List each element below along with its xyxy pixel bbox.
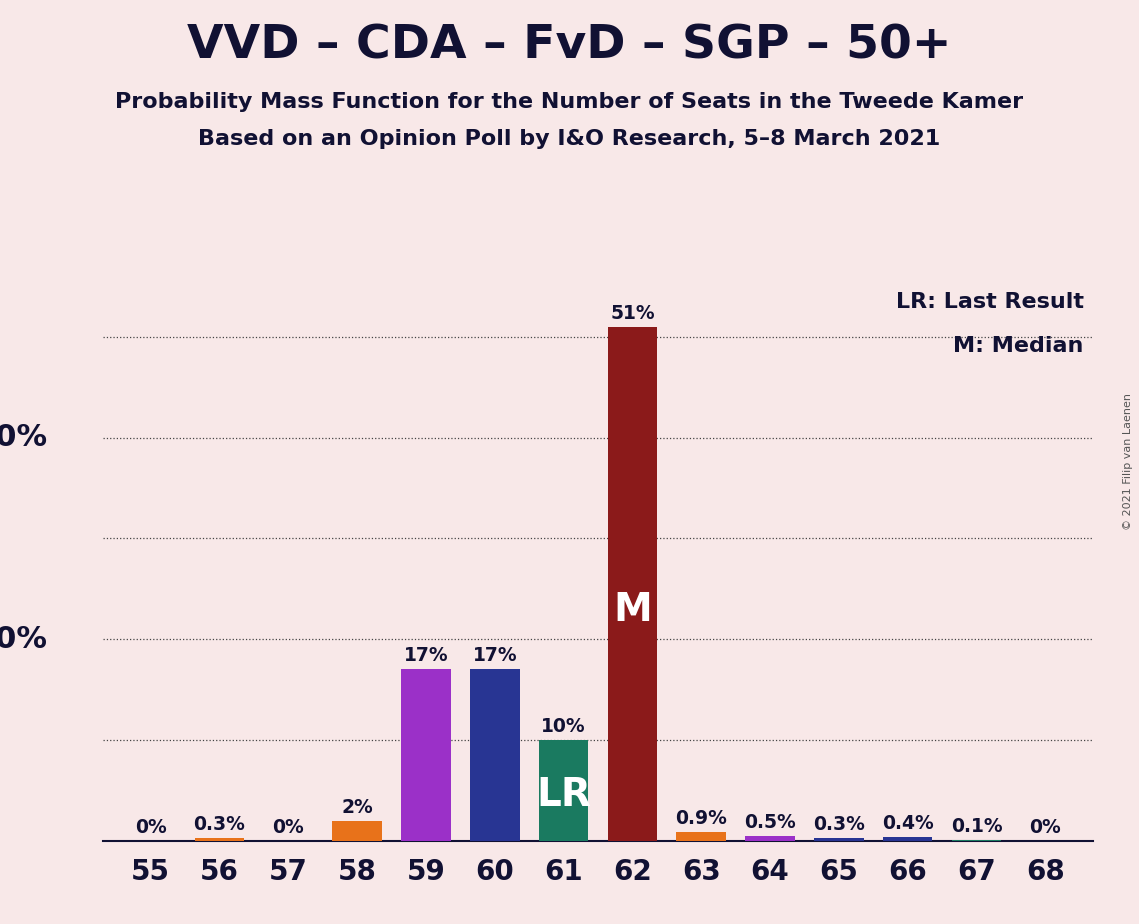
Text: 17%: 17% bbox=[473, 647, 517, 665]
Text: © 2021 Filip van Laenen: © 2021 Filip van Laenen bbox=[1123, 394, 1133, 530]
Text: 51%: 51% bbox=[611, 304, 655, 322]
Text: 0%: 0% bbox=[272, 818, 304, 837]
Bar bbox=[333, 821, 382, 841]
Bar bbox=[195, 838, 244, 841]
Text: 0%: 0% bbox=[1030, 818, 1062, 837]
Text: LR: LR bbox=[536, 776, 591, 814]
Text: 0.5%: 0.5% bbox=[744, 813, 796, 832]
Text: 40%: 40% bbox=[0, 423, 48, 452]
Text: 10%: 10% bbox=[541, 717, 585, 736]
Bar bbox=[883, 837, 933, 841]
Bar bbox=[952, 840, 1001, 841]
Bar bbox=[677, 832, 726, 841]
Text: VVD – CDA – FvD – SGP – 50+: VVD – CDA – FvD – SGP – 50+ bbox=[187, 23, 952, 68]
Text: 2%: 2% bbox=[342, 797, 372, 817]
Bar bbox=[814, 838, 863, 841]
Text: 0.4%: 0.4% bbox=[882, 814, 934, 833]
Text: M: Median: M: Median bbox=[953, 336, 1083, 357]
Text: 0.1%: 0.1% bbox=[951, 817, 1002, 836]
Bar bbox=[401, 670, 451, 841]
Bar bbox=[539, 740, 589, 841]
Bar bbox=[745, 836, 795, 841]
Text: M: M bbox=[613, 590, 652, 628]
Text: 0.3%: 0.3% bbox=[194, 815, 245, 833]
Text: 0.3%: 0.3% bbox=[813, 815, 865, 833]
Text: 0%: 0% bbox=[134, 818, 166, 837]
Text: Based on an Opinion Poll by I&O Research, 5–8 March 2021: Based on an Opinion Poll by I&O Research… bbox=[198, 129, 941, 150]
Text: Probability Mass Function for the Number of Seats in the Tweede Kamer: Probability Mass Function for the Number… bbox=[115, 92, 1024, 113]
Text: 17%: 17% bbox=[403, 647, 449, 665]
Bar bbox=[607, 327, 657, 841]
Bar bbox=[470, 670, 519, 841]
Text: 20%: 20% bbox=[0, 625, 48, 654]
Text: LR: Last Result: LR: Last Result bbox=[895, 292, 1083, 312]
Text: 0.9%: 0.9% bbox=[675, 808, 727, 828]
